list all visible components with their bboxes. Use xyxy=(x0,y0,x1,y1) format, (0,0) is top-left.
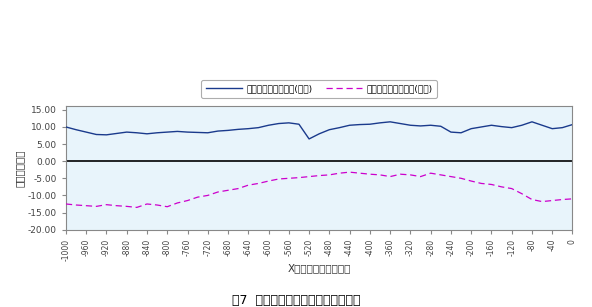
单向补偿后正向误差(微米) xyxy=(305,137,313,141)
单向补偿后正向误差(微米) xyxy=(448,130,455,134)
Text: 图7  单向螺距误差补偿后的定位误差: 图7 单向螺距误差补偿后的定位误差 xyxy=(231,294,361,307)
Line: 单向补偿后正向误差(微米): 单向补偿后正向误差(微米) xyxy=(66,122,572,139)
单向补偿后负向误差(微米) xyxy=(62,202,69,206)
X-axis label: X轴机械坐标（毫米）: X轴机械坐标（毫米） xyxy=(288,264,351,274)
单向补偿后负向误差(微米) xyxy=(346,170,353,174)
单向补偿后负向误差(微米) xyxy=(559,198,566,201)
单向补偿后正向误差(微米) xyxy=(224,129,231,132)
单向补偿后负向误差(微米) xyxy=(448,175,455,178)
Y-axis label: 误差（微米）: 误差（微米） xyxy=(15,149,25,187)
单向补偿后正向误差(微米) xyxy=(417,124,424,128)
单向补偿后负向误差(微米) xyxy=(417,175,424,178)
单向补偿后正向误差(微米) xyxy=(387,120,394,124)
单向补偿后正向误差(微米) xyxy=(174,130,181,133)
单向补偿后正向误差(微米) xyxy=(62,125,69,129)
单向补偿后负向误差(微米) xyxy=(133,206,140,209)
单向补偿后正向误差(微米) xyxy=(569,123,576,126)
单向补偿后负向误差(微米) xyxy=(224,188,231,192)
Line: 单向补偿后负向误差(微米): 单向补偿后负向误差(微米) xyxy=(66,172,572,208)
单向补偿后负向误差(微米) xyxy=(184,199,191,202)
单向补偿后正向误差(微米) xyxy=(559,126,566,130)
单向补偿后负向误差(微米) xyxy=(234,187,242,190)
单向补偿后正向误差(微米) xyxy=(214,129,221,133)
Legend: 单向补偿后正向误差(微米), 单向补偿后负向误差(微米): 单向补偿后正向误差(微米), 单向补偿后负向误差(微米) xyxy=(201,80,437,98)
单向补偿后负向误差(微米) xyxy=(569,197,576,201)
